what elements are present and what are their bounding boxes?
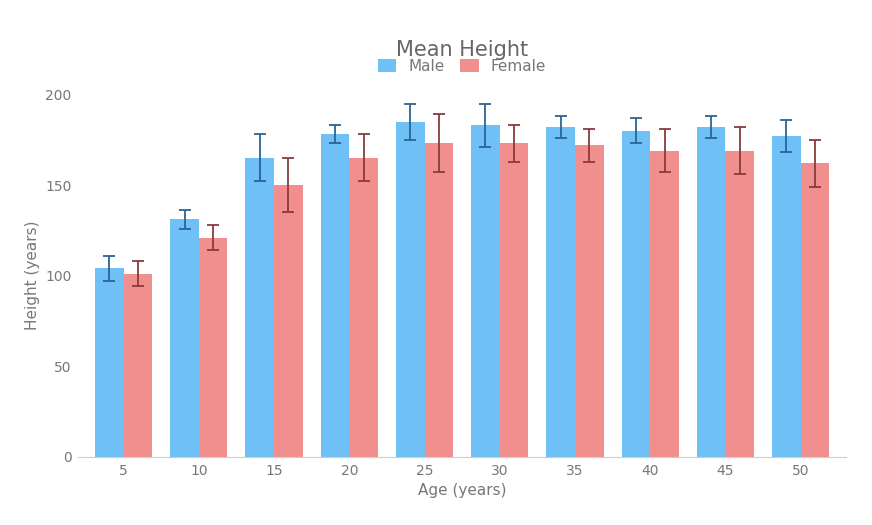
- Bar: [471, 125, 500, 457]
- Bar: [199, 238, 228, 457]
- Bar: [575, 145, 603, 457]
- Bar: [246, 158, 274, 457]
- Bar: [274, 185, 303, 457]
- Bar: [622, 131, 651, 457]
- Bar: [800, 163, 829, 457]
- Bar: [697, 127, 726, 457]
- Y-axis label: Height (years): Height (years): [24, 221, 39, 330]
- Bar: [350, 158, 378, 457]
- Bar: [396, 122, 425, 457]
- Bar: [321, 134, 350, 457]
- Bar: [425, 143, 453, 457]
- Bar: [124, 274, 153, 457]
- Bar: [170, 219, 199, 457]
- Legend: Male, Female: Male, Female: [378, 59, 546, 74]
- X-axis label: Age (years): Age (years): [418, 483, 507, 498]
- Title: Mean Height: Mean Height: [396, 39, 528, 60]
- Bar: [772, 136, 800, 457]
- Bar: [726, 151, 754, 457]
- Bar: [547, 127, 575, 457]
- Bar: [651, 151, 678, 457]
- Bar: [95, 268, 124, 457]
- Bar: [500, 143, 528, 457]
